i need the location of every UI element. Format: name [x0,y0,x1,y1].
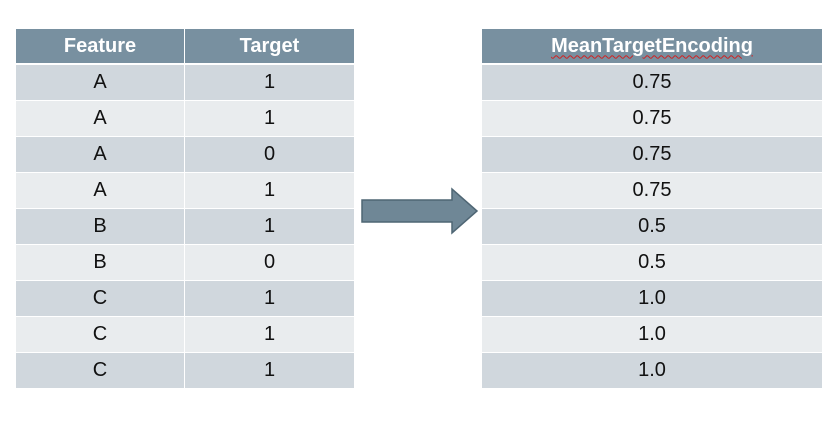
feature-cell: A [16,173,185,209]
target-cell: 0 [185,137,354,173]
table-row: C 1 [16,353,354,389]
table-row: A 0 [16,137,354,173]
table-row: B 0 [16,245,354,281]
target-cell: 1 [185,281,354,317]
target-cell: 1 [185,65,354,101]
table-row: A 1 [16,173,354,209]
feature-cell: A [16,137,185,173]
header-target: Target [185,29,354,65]
feature-cell: C [16,281,185,317]
table-row: 0.75 [482,65,822,101]
header-feature: Feature [16,29,185,65]
encoding-cell: 0.5 [482,209,822,245]
arrow-shape [361,187,479,235]
table-row: 0.75 [482,173,822,209]
table-row: 0.5 [482,209,822,245]
result-table-header-row: MeanTargetEncoding [482,29,822,65]
target-cell: 1 [185,173,354,209]
table-row: C 1 [16,317,354,353]
encoding-cell: 0.75 [482,173,822,209]
encoding-cell: 0.5 [482,245,822,281]
target-cell: 1 [185,317,354,353]
table-row: 1.0 [482,317,822,353]
target-cell: 1 [185,353,354,389]
target-cell: 1 [185,209,354,245]
encoding-cell: 1.0 [482,317,822,353]
feature-cell: A [16,65,185,101]
table-row: 1.0 [482,281,822,317]
header-label: MeanTargetEncoding [551,34,753,57]
feature-cell: C [16,317,185,353]
feature-cell: B [16,245,185,281]
table-row: B 1 [16,209,354,245]
encoding-cell: 0.75 [482,137,822,173]
header-mean-target-encoding: MeanTargetEncoding [482,29,822,65]
encoding-cell: 1.0 [482,353,822,389]
table-row: A 1 [16,101,354,137]
encoding-cell: 0.75 [482,65,822,101]
feature-cell: A [16,101,185,137]
result-table: MeanTargetEncoding 0.75 0.75 0.75 0.75 0… [482,29,822,389]
target-cell: 1 [185,101,354,137]
source-table-header-row: Feature Target [16,29,354,65]
feature-cell: C [16,353,185,389]
table-row: 0.75 [482,101,822,137]
feature-cell: B [16,209,185,245]
table-row: C 1 [16,281,354,317]
encoding-cell: 0.75 [482,101,822,137]
encoding-cell: 1.0 [482,281,822,317]
table-row: 1.0 [482,353,822,389]
right-arrow-icon [361,187,479,235]
source-table: Feature Target A 1 A 1 A 0 A 1 B 1 B 0 C [16,29,354,389]
table-row: A 1 [16,65,354,101]
target-cell: 0 [185,245,354,281]
table-row: 0.75 [482,137,822,173]
table-row: 0.5 [482,245,822,281]
